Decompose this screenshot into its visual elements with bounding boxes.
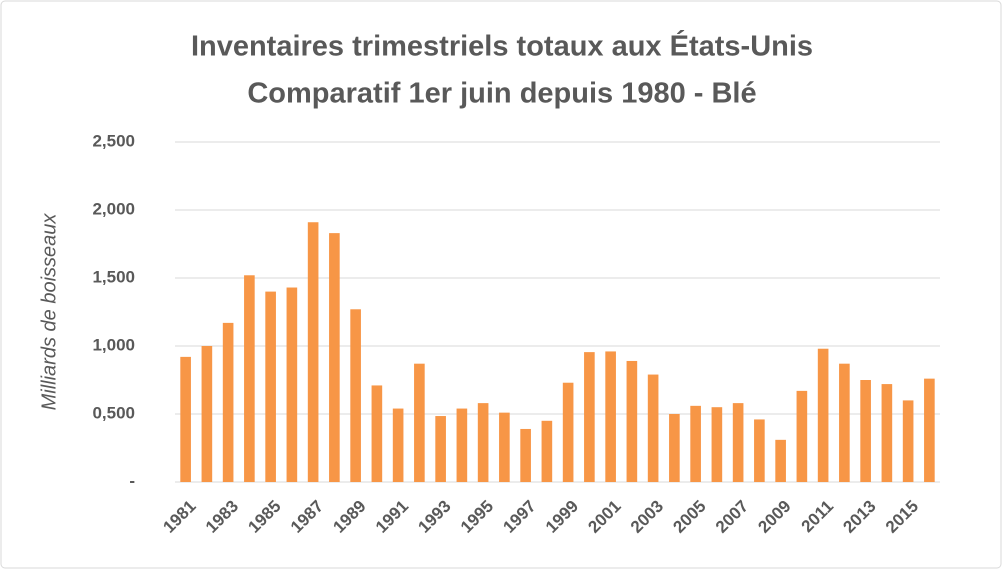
y-tick-label: 1,500 <box>92 267 135 286</box>
bar <box>456 408 468 482</box>
y-tick-label: - <box>129 471 135 490</box>
y-axis-title: Milliards de boisseaux <box>38 213 60 411</box>
y-tick-label: 2,500 <box>92 131 135 150</box>
bar <box>180 356 191 482</box>
bar <box>499 412 510 482</box>
bar <box>520 428 531 482</box>
bar <box>860 380 871 482</box>
bar <box>329 233 340 482</box>
bar <box>924 378 935 482</box>
bar <box>562 382 574 482</box>
bar <box>626 360 638 482</box>
bar <box>817 348 829 482</box>
y-tick-label: 0,500 <box>92 403 135 422</box>
bar <box>902 400 914 482</box>
bar <box>647 374 659 482</box>
chart-subtitle: Comparatif 1er juin depuis 1980 - Blé <box>247 78 756 110</box>
bar <box>669 414 680 482</box>
bar <box>435 416 446 482</box>
bar <box>371 385 383 482</box>
bar <box>732 403 744 482</box>
bar <box>605 351 616 482</box>
bar <box>244 275 255 482</box>
bar <box>711 407 723 482</box>
y-tick-label: 2,000 <box>92 199 135 218</box>
bar <box>392 408 404 482</box>
y-tick-label: 1,000 <box>92 335 135 354</box>
bar <box>584 352 595 482</box>
bar <box>307 222 319 483</box>
bar <box>775 439 786 482</box>
bar <box>201 346 213 482</box>
bar <box>839 363 850 482</box>
bar <box>754 419 765 482</box>
bar <box>265 291 276 482</box>
bar <box>881 384 893 482</box>
bar <box>222 322 234 482</box>
bar <box>541 420 553 482</box>
bar <box>414 363 425 482</box>
bar <box>286 287 298 482</box>
bar <box>350 309 361 482</box>
bar <box>796 390 808 482</box>
bar <box>477 403 489 482</box>
chart-title: Inventaires trimestriels totaux aux État… <box>191 29 813 63</box>
bar <box>690 405 701 482</box>
